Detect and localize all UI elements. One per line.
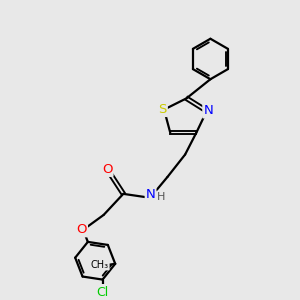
Text: S: S [158,103,167,116]
Text: N: N [203,104,213,118]
Text: N: N [146,188,155,201]
Text: CH₃: CH₃ [91,260,109,270]
Text: O: O [102,163,112,176]
Text: Cl: Cl [96,286,109,299]
Text: H: H [157,192,165,202]
Text: O: O [76,223,87,236]
